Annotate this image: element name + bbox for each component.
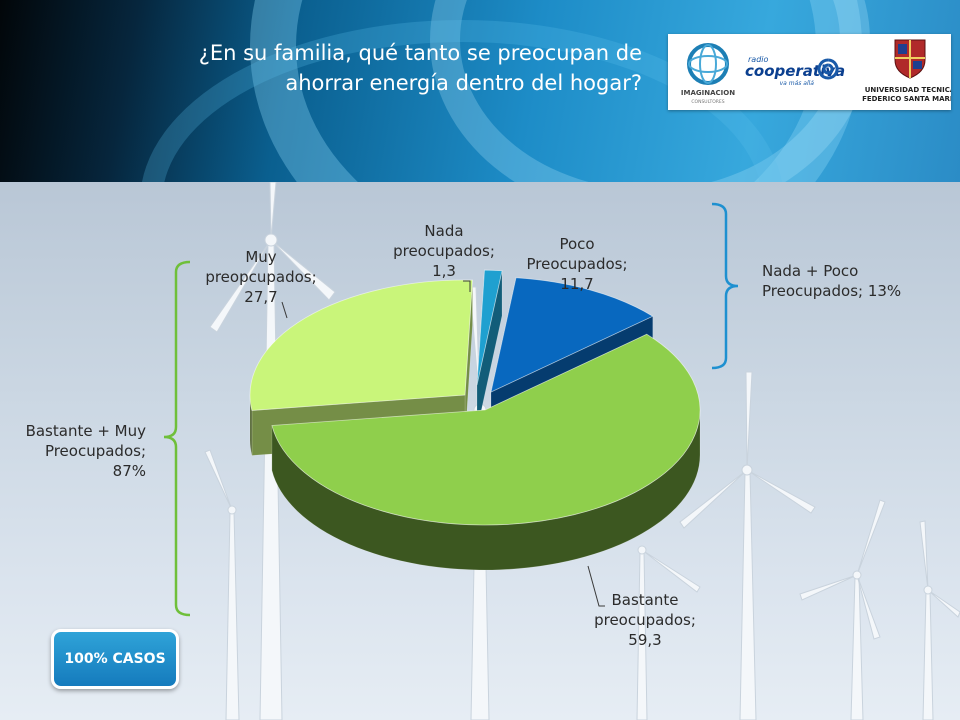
slice-label-line: preocupados;: [594, 611, 696, 629]
bracket-bastante-muy: [163, 260, 191, 617]
group-brackets: [163, 202, 739, 617]
group-label-line: Preocupados;: [44, 442, 146, 460]
bracket-nada-poco: [711, 202, 739, 370]
group-label-nada-poco: Nada + Poco Preocupados; 13%: [762, 261, 952, 301]
slice-top-muy: [249, 279, 473, 411]
group-label-line: 87%: [112, 462, 146, 480]
page-title: ¿En su familia, qué tanto se preocupan d…: [130, 38, 642, 98]
cases-badge: 100% CASOS: [47, 626, 183, 694]
slice-value: 27,7: [244, 288, 278, 306]
slice-label-line: Bastante: [611, 591, 679, 609]
title-line: ¿En su familia, qué tanto se preocupan d…: [198, 41, 642, 65]
cooperativa-logo: radio cooperativa va más allá: [745, 55, 845, 87]
pie-3d: [249, 269, 701, 571]
title-line: ahorrar energía dentro del hogar?: [285, 71, 642, 95]
shield-cross: [895, 40, 925, 78]
turbine: [799, 499, 886, 720]
leader-line-muy: [281, 301, 288, 319]
slice-label-line: Muy: [245, 248, 277, 266]
cases-badge-label: 100% CASOS: [51, 629, 179, 689]
turbine: [204, 449, 240, 720]
leader-line-nada: [463, 280, 471, 292]
cooperativa-swirl-icon: [817, 58, 839, 80]
turbine: [679, 371, 816, 720]
turbine: [209, 182, 336, 720]
slice-value: 11,7: [560, 275, 594, 293]
turbine: [636, 545, 701, 720]
group-label-line: Nada + Poco: [762, 262, 859, 280]
usm-line2: FEDERICO SANTA MARIA: [862, 95, 951, 103]
logo-strip: IMAGINACION CONSULTORES radio cooperativ…: [668, 34, 959, 110]
leader-line-bastante: [587, 565, 605, 607]
globe-orbit: [699, 44, 717, 84]
radio-word: radio: [748, 55, 768, 64]
leader-lines: [281, 280, 605, 607]
slice-label-nada: Nada preocupados; 1,3: [384, 221, 504, 281]
slice-label-muy: Muy preopcupados; 27,7: [196, 247, 326, 307]
shield-quarter: [898, 44, 907, 54]
shield-quarter: [913, 61, 922, 69]
slice-top-poco: [490, 277, 654, 393]
sponsor-logos: IMAGINACION CONSULTORES radio cooperativ…: [681, 39, 959, 105]
slice-label-line: Poco: [559, 235, 595, 253]
slice-label-line: preocupados;: [393, 242, 495, 260]
header-banner: ¿En su familia, qué tanto se preocupan d…: [0, 0, 960, 182]
group-label-line: Bastante + Muy: [25, 422, 146, 440]
slice-label-line: Nada: [424, 222, 464, 240]
slice-label-poco: Poco Preocupados; 11,7: [512, 234, 642, 294]
imaginacion-wordmark: IMAGINACION: [681, 89, 735, 97]
imaginacion-sub: CONSULTORES: [691, 99, 724, 105]
slice-top-nada: [476, 269, 503, 386]
group-label-bastante-muy: Bastante + Muy Preocupados; 87%: [4, 421, 146, 481]
slice-label-line: preopcupados;: [205, 268, 317, 286]
cooperativa-tagline: va más allá: [780, 80, 815, 87]
slice-value: 59,3: [628, 631, 662, 649]
globe-orbit: [688, 55, 728, 73]
slice-value: 1,3: [432, 262, 456, 280]
slice-label-line: Preocupados;: [526, 255, 628, 273]
slice-label-bastante: Bastante preocupados; 59,3: [580, 590, 710, 650]
group-label-line: Preocupados; 13%: [762, 282, 902, 300]
imaginacion-logo: IMAGINACION CONSULTORES: [681, 43, 735, 105]
slice-top-bastante: [271, 333, 701, 526]
usm-line1: UNIVERSIDAD TECNICA: [865, 86, 951, 94]
usm-logo: UNIVERSIDAD TECNICA FEDERICO SANTA MARIA: [862, 39, 959, 103]
turbine: [919, 520, 960, 720]
